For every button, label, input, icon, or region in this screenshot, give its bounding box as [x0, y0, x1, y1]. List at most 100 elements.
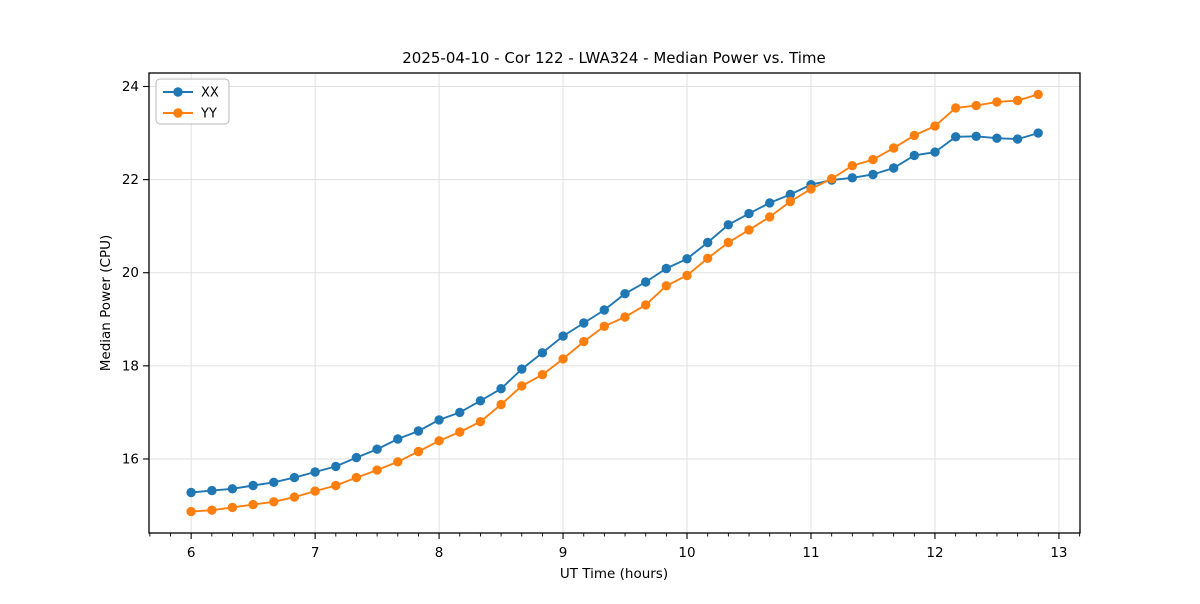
series-xx-point: [785, 189, 795, 200]
series-xx-point: [1033, 128, 1043, 138]
series-yy-point: [331, 480, 341, 491]
series-xx-point: [951, 132, 961, 142]
series-yy-point: [351, 472, 362, 483]
series-yy-point: [393, 457, 403, 467]
series-xx-point: [930, 147, 940, 157]
series-xx-point: [269, 477, 279, 487]
legend-entry-xx: XX: [201, 86, 219, 101]
x-tick-label: 8: [435, 545, 444, 561]
series-xx-point: [227, 484, 238, 494]
series-xx-point: [372, 444, 382, 454]
series-xx-point: [413, 426, 424, 436]
series-yy-point: [207, 505, 217, 515]
series-yy-point: [1033, 89, 1043, 100]
series-xx-point: [661, 263, 671, 274]
series-yy-point: [620, 312, 630, 322]
series-xx-point: [723, 220, 733, 230]
series-yy-point: [785, 196, 795, 207]
series-xx-point: [248, 480, 258, 491]
series-xx-point: [868, 169, 878, 180]
x-tick-label: 11: [802, 545, 819, 561]
series-xx-point: [289, 472, 300, 483]
series-yy-point: [434, 436, 444, 446]
series-yy-point: [661, 281, 671, 291]
series-yy-point: [289, 492, 300, 502]
series-xx-point: [558, 331, 568, 341]
series-yy-point: [889, 143, 899, 153]
data-series: [186, 89, 1043, 517]
series-yy-point: [909, 130, 919, 141]
series-yy-point: [806, 184, 816, 194]
series-yy-point: [827, 174, 837, 184]
series-yy-point: [682, 270, 692, 281]
y-tick-label: 24: [122, 79, 139, 95]
series-yy-point: [971, 100, 981, 111]
series-xx-point: [517, 364, 527, 374]
series-xx-point: [475, 396, 486, 406]
series-xx-point: [620, 289, 630, 299]
series-xx-point: [599, 305, 609, 315]
series-yy-point: [455, 427, 465, 437]
series-yy-point: [951, 103, 961, 113]
series-xx-point: [331, 461, 341, 472]
x-tick-label: 13: [1050, 545, 1067, 561]
y-axis-label: Median Power (CPU): [98, 235, 114, 371]
legend: XX YY: [155, 78, 230, 125]
plot-frame: [148, 72, 1081, 534]
series-xx-point: [496, 384, 506, 394]
series-yy-point: [641, 300, 651, 310]
series-yy-point: [372, 465, 382, 475]
x-tick-label: 12: [926, 545, 943, 561]
series-yy-point: [558, 354, 568, 364]
series-xx-point: [434, 415, 444, 425]
axis-ticks: 6 7 8 9 10 11 12 13 16 18 20 22 24: [122, 79, 1081, 561]
series-yy-point: [703, 253, 713, 263]
x-tick-label: 7: [311, 545, 320, 561]
series-yy-point: [723, 237, 733, 248]
series-yy-point: [413, 446, 424, 457]
series-xx-point: [744, 208, 754, 219]
series-xx-point: [909, 150, 919, 161]
series-yy-point: [310, 486, 320, 496]
legend-entry-yy: YY: [200, 107, 217, 122]
series-xx-point: [393, 434, 403, 444]
x-tick-label: 9: [559, 545, 568, 561]
series-yy-point: [475, 417, 486, 427]
legend-marker: [173, 108, 183, 118]
series-xx-point: [455, 407, 465, 418]
series-yy-point: [599, 321, 609, 331]
legend-marker: [173, 87, 183, 97]
series-yy-point: [765, 212, 775, 222]
series-xx-point: [579, 318, 589, 328]
series-xx-point: [1012, 134, 1023, 144]
y-tick-label: 22: [122, 172, 139, 188]
series-xx-point: [351, 452, 362, 463]
series-xx-point: [682, 254, 692, 264]
series-xx-point: [207, 485, 217, 496]
x-tick-label: 6: [187, 545, 196, 561]
series-xx-point: [889, 163, 899, 173]
series-xx-point: [971, 131, 981, 141]
series-xx-point: [847, 173, 857, 183]
series-yy-point: [992, 97, 1002, 107]
series-yy-point: [868, 154, 878, 165]
series-xx-point: [186, 487, 196, 498]
series-xx-point: [641, 277, 651, 287]
series-yy-point: [744, 225, 754, 235]
series-xx-line: [191, 132, 1039, 494]
series-yy-point: [537, 370, 548, 380]
y-tick-label: 16: [122, 451, 139, 467]
series-xx-point: [310, 467, 320, 477]
series-yy-point: [227, 502, 238, 513]
chart-title: 2025-04-10 - Cor 122 - LWA324 - Median P…: [402, 49, 826, 67]
series-xx-point: [992, 133, 1002, 143]
series-yy-point: [847, 161, 857, 171]
series-yy-point: [579, 336, 589, 347]
series-yy-point: [1012, 95, 1023, 106]
series-xx-point: [765, 198, 775, 208]
series-xx-point: [537, 348, 548, 358]
x-tick-label: 10: [678, 545, 695, 561]
y-tick-label: 20: [122, 265, 139, 281]
